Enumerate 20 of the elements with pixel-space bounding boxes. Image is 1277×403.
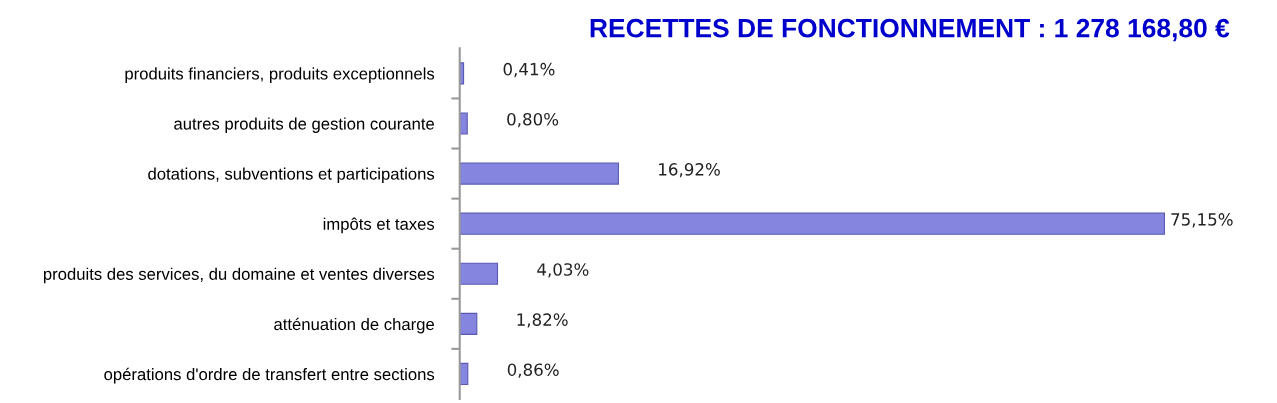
- chart-title: RECETTES DE FONCTIONNEMENT : 1 278 168,80 €: [590, 18, 1230, 42]
- y-tick-label: opérations d'ordre de transfert entre sections: [104, 367, 435, 384]
- y-tick-label: produits financiers, produits exceptionnels: [125, 67, 435, 83]
- y-tick-label: dotations, subventions et participations: [148, 167, 435, 184]
- data-label: 4,03%: [537, 263, 589, 278]
- y-tick-label: impôts et taxes: [323, 217, 435, 234]
- bar: [459, 312, 478, 335]
- y-tick-label: autres produits de gestion courante: [174, 117, 434, 133]
- data-label: 1,82%: [517, 313, 568, 328]
- data-label: 0,41%: [503, 62, 555, 78]
- bar: [459, 212, 1166, 235]
- y-tick-label: produits des services, du domaine et ventes diverses: [43, 267, 435, 284]
- bar: [459, 262, 499, 285]
- data-label: 16,92%: [659, 163, 720, 178]
- bar: [459, 162, 619, 185]
- bar: [459, 112, 468, 135]
- y-tick-label: atténuation de charge: [274, 317, 434, 334]
- data-label: 0,80%: [507, 112, 559, 128]
- data-label: 0,86%: [507, 363, 559, 378]
- data-label: 75,15%: [1171, 213, 1233, 228]
